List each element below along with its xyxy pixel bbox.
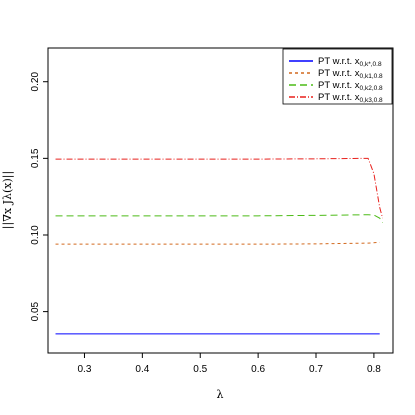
x-tick-label: 0.7 (309, 364, 323, 375)
legend-label-1: PT w.r.t. x0,k*,0.8 (318, 56, 382, 68)
series-line-3 (55, 214, 384, 223)
y-axis-label: ||∇x Jλ(x)|| (1, 171, 15, 229)
legend-label-sub: 0,k1,0.8 (360, 73, 384, 80)
series-line-2 (55, 241, 380, 245)
legend-box (282, 48, 393, 105)
legend-label-sub: 0,k2,0.8 (360, 85, 384, 92)
legend-label-2: PT w.r.t. x0,k1,0.8 (318, 68, 383, 80)
y-tick-label: 0.20 (30, 72, 41, 92)
x-axis: 0.3 0.4 0.5 0.6 0.7 0.8 (78, 353, 381, 375)
legend: PT w.r.t. x0,k*,0.8PT w.r.t. x0,k1,0.8PT… (282, 48, 393, 105)
legend-label-main: PT w.r.t. x (318, 92, 360, 103)
legend-label-main: PT w.r.t. x (318, 68, 360, 79)
x-tick-label: 0.8 (367, 364, 381, 375)
x-tick-label: 0.3 (78, 364, 92, 375)
x-tick-label: 0.6 (251, 364, 265, 375)
y-axis: 0.05 0.10 0.15 0.20 (30, 72, 48, 321)
series-line-4 (55, 157, 384, 219)
legend-label-sub: 0,k3,0.8 (360, 97, 384, 104)
legend-label-3: PT w.r.t. x0,k2,0.8 (318, 80, 383, 92)
legend-label-4: PT w.r.t. x0,k3,0.8 (318, 92, 383, 104)
y-tick-label: 0.15 (30, 148, 41, 168)
legend-label-main: PT w.r.t. x (318, 56, 360, 67)
x-axis-label: λ (217, 388, 224, 401)
series-layer (55, 157, 384, 335)
legend-label-main: PT w.r.t. x (318, 80, 360, 91)
x-tick-label: 0.4 (135, 364, 149, 375)
y-tick-label: 0.10 (30, 225, 41, 245)
y-tick-label: 0.05 (30, 301, 41, 321)
x-tick-label: 0.5 (193, 364, 207, 375)
plot-frame (47, 47, 394, 354)
legend-label-sub: 0,k*,0.8 (360, 61, 382, 68)
